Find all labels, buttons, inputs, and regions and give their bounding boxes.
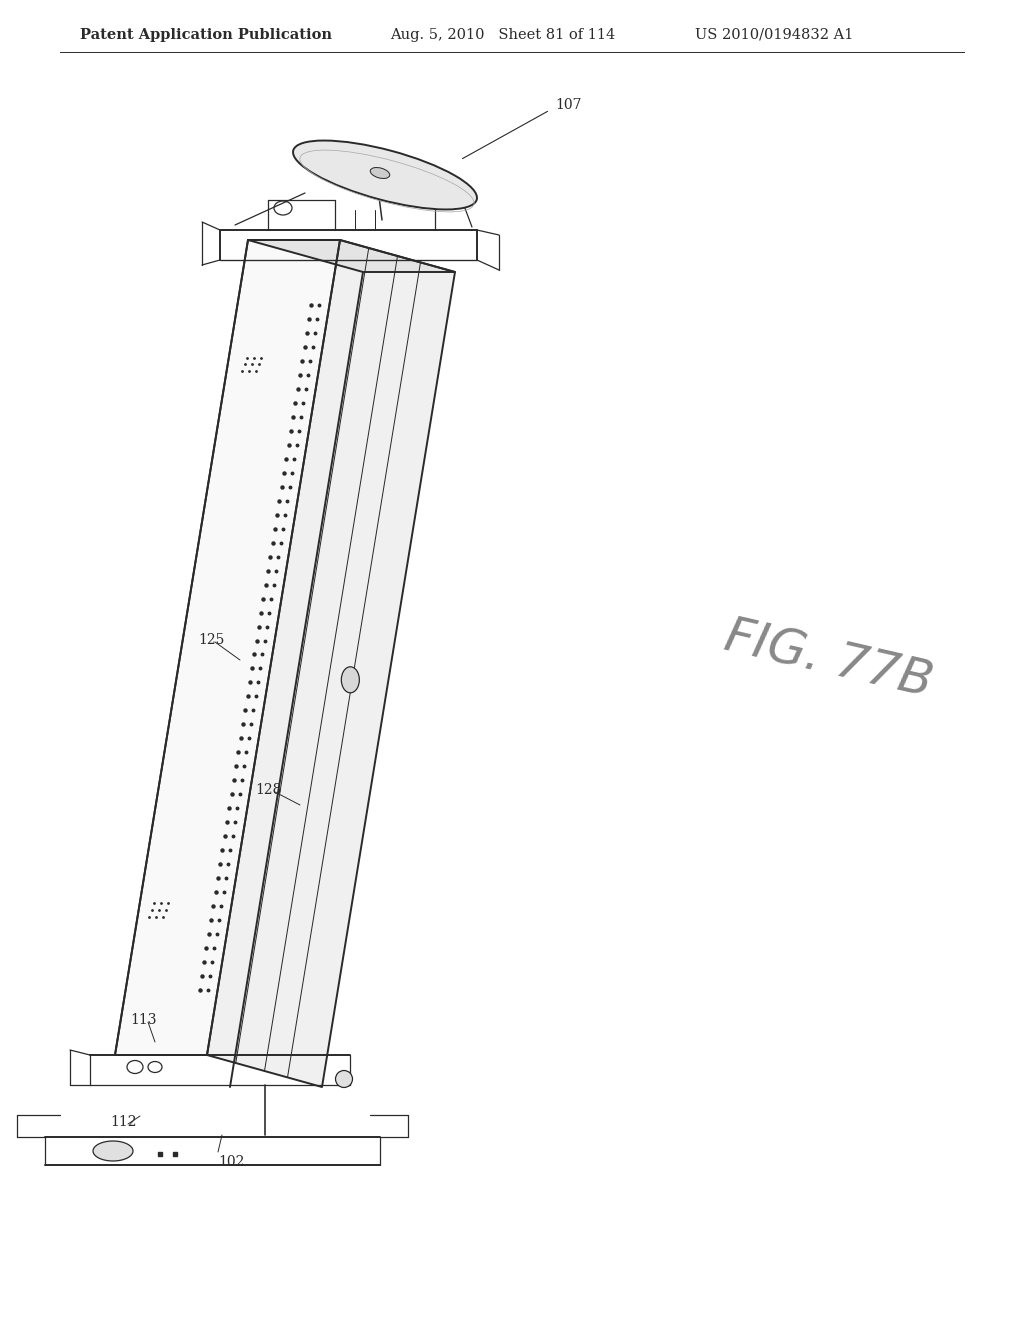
Text: 112: 112 <box>110 1115 136 1129</box>
Text: 113: 113 <box>130 1012 157 1027</box>
Ellipse shape <box>336 1071 352 1088</box>
Text: 102: 102 <box>218 1155 245 1170</box>
Ellipse shape <box>371 168 390 178</box>
Text: 128: 128 <box>255 783 282 797</box>
Ellipse shape <box>93 1140 133 1162</box>
Text: FIG. 77B: FIG. 77B <box>720 612 937 708</box>
Text: Patent Application Publication: Patent Application Publication <box>80 28 332 42</box>
Text: 107: 107 <box>555 98 582 112</box>
Text: 125: 125 <box>198 634 224 647</box>
Text: Aug. 5, 2010   Sheet 81 of 114: Aug. 5, 2010 Sheet 81 of 114 <box>390 28 615 42</box>
Polygon shape <box>207 240 455 1086</box>
Text: US 2010/0194832 A1: US 2010/0194832 A1 <box>695 28 853 42</box>
Ellipse shape <box>341 667 359 693</box>
Ellipse shape <box>293 140 477 210</box>
Polygon shape <box>248 240 455 272</box>
Polygon shape <box>115 240 340 1055</box>
